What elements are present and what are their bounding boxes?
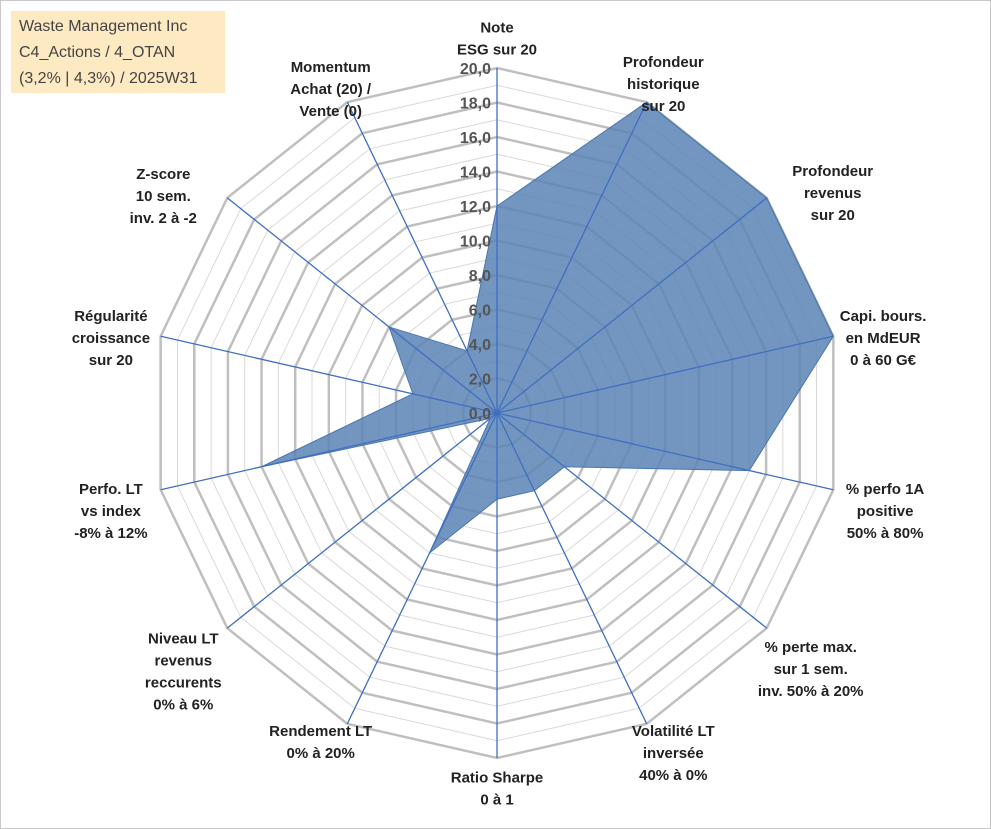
axis-label: -8% à 12% — [74, 525, 147, 542]
title-line-1: Waste Management Inc — [19, 18, 188, 35]
axis-spoke — [496, 412, 648, 725]
title-line-2: C4_Actions / 4_OTAN — [19, 44, 176, 61]
axis-label: sur 20 — [641, 98, 685, 115]
axis-spoke — [160, 412, 498, 491]
axis-label: Achat (20) / — [290, 81, 372, 98]
axis-spoke — [346, 412, 498, 725]
tick-label: 12,0 — [460, 199, 491, 216]
axis-label: % perte max. — [764, 639, 857, 656]
chart-title-box: Waste Management Inc C4_Actions / 4_OTAN… — [11, 11, 225, 93]
axis-spoke — [226, 412, 498, 629]
axis-spoke — [496, 335, 834, 414]
tick-label: 4,0 — [469, 337, 491, 354]
axis-spoke — [496, 412, 768, 629]
axis-spoke — [496, 101, 648, 414]
axis-label: 50% à 80% — [847, 525, 924, 542]
tick-label: 0,0 — [469, 406, 491, 423]
data-series-area — [261, 101, 834, 554]
title-line-3: (3,2% | 4,3%) / 2025W31 — [19, 70, 198, 87]
axis-label: sur 1 sem. — [774, 661, 848, 678]
axis-spoke — [496, 412, 834, 491]
tick-label: 2,0 — [469, 372, 491, 389]
axis-label: en MdEUR — [846, 330, 921, 347]
axis-label: Perfo. LT — [79, 481, 143, 498]
axis-label: Z-score — [136, 166, 190, 183]
axis-label: 0 à 1 — [480, 792, 513, 809]
axis-label: ESG sur 20 — [457, 42, 537, 59]
axis-label: Régularité — [74, 308, 147, 325]
axis-label: Profondeur — [623, 54, 704, 71]
axis-label: Momentum — [291, 59, 371, 76]
axis-spoke — [226, 197, 498, 414]
axis-label: % perfo 1A — [846, 481, 925, 498]
tick-label: 8,0 — [469, 268, 491, 285]
tick-label: 18,0 — [460, 96, 491, 113]
axis-label: Volatilité LT — [632, 723, 715, 740]
axis-label: positive — [857, 503, 914, 520]
axis-label: inversée — [643, 745, 704, 762]
axis-spoke — [160, 335, 498, 414]
axis-label: vs index — [81, 503, 142, 520]
axis-label: 0 à 60 G€ — [850, 352, 917, 369]
axis-spoke — [496, 197, 768, 414]
axis-label: Capi. bours. — [840, 308, 927, 325]
axis-label: 0% à 20% — [286, 745, 354, 762]
tick-label: 10,0 — [460, 234, 491, 251]
axis-label: 40% à 0% — [639, 767, 707, 784]
axis-label: reccurents — [145, 674, 222, 691]
axis-label: Ratio Sharpe — [451, 770, 544, 787]
axis-label: 10 sem. — [136, 188, 191, 205]
axis-label: revenus — [804, 185, 862, 202]
tick-label: 20,0 — [460, 61, 491, 78]
axis-label: sur 20 — [89, 352, 133, 369]
axis-label: inv. 2 à -2 — [130, 210, 197, 227]
axis-label: Niveau LT — [148, 630, 219, 647]
axis-label: Rendement LT — [269, 723, 372, 740]
axis-label: Profondeur — [792, 163, 873, 180]
axis-label: historique — [627, 76, 700, 93]
axis-label: inv. 50% à 20% — [758, 683, 864, 700]
axis-label: croissance — [72, 330, 150, 347]
axis-label: sur 20 — [811, 207, 855, 224]
tick-label: 16,0 — [460, 130, 491, 147]
axis-label: Note — [480, 20, 513, 37]
axis-label: Vente (0) — [299, 103, 362, 120]
axis-label: 0% à 6% — [153, 696, 213, 713]
axis-spoke — [346, 101, 498, 414]
tick-label: 6,0 — [469, 303, 491, 320]
axis-label: revenus — [155, 652, 213, 669]
tick-label: 14,0 — [460, 165, 491, 182]
